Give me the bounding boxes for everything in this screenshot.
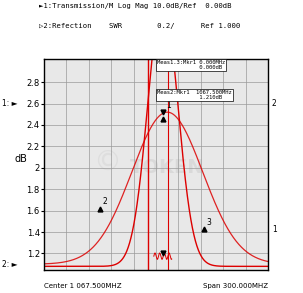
Text: TOKEN: TOKEN — [130, 158, 205, 177]
Text: ©: © — [93, 149, 121, 176]
Text: Span 300.000MHZ: Span 300.000MHZ — [203, 283, 268, 289]
Text: Meas2:Mkr1  1067.500MHz
             1.210dB: Meas2:Mkr1 1067.500MHz 1.210dB — [157, 90, 232, 100]
Y-axis label: dB: dB — [15, 154, 27, 164]
Text: ►1:Transmission/M Log Mag 10.0dB/Ref  0.00dB: ►1:Transmission/M Log Mag 10.0dB/Ref 0.0… — [39, 3, 232, 9]
Text: ▷2:Refection    SWR        0.2/      Ref 1.000: ▷2:Refection SWR 0.2/ Ref 1.000 — [39, 23, 241, 29]
Text: Meas1.3:Mkr1 0.000MHz
             0.000dB: Meas1.3:Mkr1 0.000MHz 0.000dB — [157, 60, 225, 71]
Text: 1: 1 — [166, 101, 171, 110]
Text: 2: 2 — [272, 99, 277, 108]
Text: 1: ►: 1: ► — [2, 99, 17, 108]
Text: 3: 3 — [207, 218, 211, 227]
Text: 1: 1 — [272, 225, 277, 234]
Text: Center 1 067.500MHZ: Center 1 067.500MHZ — [44, 283, 122, 289]
Text: 2: ►: 2: ► — [2, 260, 17, 269]
Text: 2: 2 — [102, 197, 107, 206]
